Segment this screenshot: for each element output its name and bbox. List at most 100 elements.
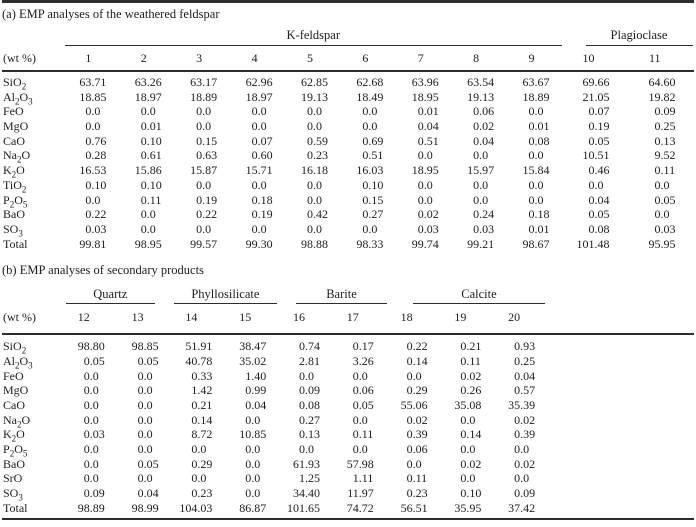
fraction-part: .0: [312, 119, 322, 134]
fraction-part: .97: [358, 486, 374, 501]
fraction-part: .21: [197, 398, 213, 412]
value-cell: 62.68: [341, 75, 396, 90]
value-cell: 0.69: [341, 134, 396, 149]
fraction-part: .13: [304, 427, 320, 442]
fraction-part: .68: [368, 75, 384, 89]
fraction-part: .88: [312, 236, 328, 251]
integer-part: 0: [473, 221, 480, 236]
fraction-part: .0: [534, 177, 544, 192]
integer-part: 0: [245, 442, 252, 457]
fraction-part: .0: [202, 104, 212, 119]
integer-part: 0: [251, 192, 258, 207]
integer-part: 35: [454, 398, 467, 412]
fraction-part: .99: [251, 383, 267, 398]
fraction-part: .0: [594, 177, 604, 192]
fraction-part: .60: [257, 148, 273, 163]
fraction-part: .0: [251, 456, 261, 471]
value-cell: 0.28: [64, 148, 119, 163]
column-number: 7: [396, 51, 451, 66]
value-cell: 0.0: [118, 427, 172, 442]
integer-part: 16: [300, 163, 313, 178]
column-number: 10: [563, 51, 629, 66]
fraction-part: .95: [423, 89, 439, 104]
fraction-part: .93: [520, 339, 536, 354]
integer-part: 0: [654, 207, 661, 222]
fraction-part: .19: [594, 119, 610, 134]
value-cell: 98.88: [286, 237, 341, 252]
value-cell: 0.0: [452, 148, 507, 163]
fraction-part: [313, 51, 329, 66]
integer-part: 56: [400, 500, 413, 515]
integer-part: 15: [245, 163, 258, 178]
fraction-part: .22: [91, 207, 107, 222]
fraction-part: .10: [466, 486, 482, 501]
fraction-part: .0: [146, 221, 156, 236]
integer-part: 0: [406, 486, 413, 501]
fraction-part: .42: [520, 500, 536, 515]
value-cell: 0.39: [494, 427, 548, 442]
value-cell: 0.14: [172, 413, 226, 428]
integer-part: 98: [134, 236, 147, 251]
value-cell: 0.21: [441, 339, 495, 354]
fraction-part: [258, 51, 274, 66]
fraction-part: .82: [660, 89, 676, 104]
fraction-part: .0: [312, 192, 322, 207]
value-cell: 0.0: [64, 471, 118, 486]
value-cell: 0.0: [230, 178, 285, 193]
column-number: 5: [286, 51, 341, 66]
value-cell: 0.0: [64, 457, 118, 472]
integer-part: 0: [251, 221, 258, 236]
fraction-part: .89: [202, 89, 218, 104]
value-cell: 0.05: [118, 354, 172, 369]
fraction-part: .33: [368, 236, 384, 251]
integer-part: 0: [417, 148, 424, 163]
integer-part: 0: [140, 192, 147, 207]
integer-part: 98: [131, 500, 144, 515]
fraction-part: .0: [197, 442, 207, 457]
value-cell: 0.0: [507, 178, 562, 193]
value-cell: 0.0: [441, 442, 495, 457]
value-cell: 55.06: [387, 398, 441, 413]
integer-part: 62: [356, 75, 369, 89]
value-cell: 0.05: [563, 134, 629, 149]
row-label: MgO: [3, 119, 29, 134]
column-group-3: Calcite: [412, 287, 546, 305]
fraction-part: .0: [466, 471, 476, 486]
value-cell: 0.11: [387, 471, 441, 486]
value-cell: 0.02: [494, 413, 548, 428]
integer-part: 0: [306, 177, 313, 192]
value-cell: 15.84: [507, 163, 562, 178]
integer-part: 99: [190, 236, 203, 251]
fraction-part: .27: [368, 207, 384, 222]
value-cell: 62.85: [286, 75, 341, 90]
integer-part: 0: [245, 456, 252, 471]
value-cell: 99.74: [396, 237, 451, 252]
value-cell: 0.59: [286, 134, 341, 149]
fraction-part: .39: [520, 398, 536, 412]
integer-part: 0: [140, 221, 147, 236]
fraction-part: .81: [304, 353, 320, 368]
fraction-part: .0: [412, 456, 422, 471]
fraction-part: [479, 51, 495, 66]
column-number: 18: [387, 310, 441, 325]
integer-part: 0: [406, 339, 413, 354]
integer-part: 0: [514, 456, 521, 471]
value-cell: 0.0: [387, 369, 441, 384]
integer-part: 0: [196, 192, 203, 207]
fraction-part: .0: [202, 221, 212, 236]
integer-part: 0: [417, 192, 424, 207]
value-cell: 18.49: [341, 90, 396, 105]
value-cell: 0.0: [118, 369, 172, 384]
integer-part: 0: [251, 207, 258, 222]
fraction-part: .03: [91, 221, 107, 236]
fraction-part: .85: [312, 75, 328, 89]
integer-part: 0: [191, 368, 198, 383]
value-cell: 0.27: [279, 413, 333, 428]
row-label: Total: [3, 500, 28, 515]
integer-part: 0: [245, 398, 252, 412]
fraction-part: .61: [146, 148, 162, 163]
value-cell: 86.87: [225, 501, 279, 516]
integer-part: 95: [648, 236, 661, 251]
fraction-part: .47: [251, 339, 267, 354]
integer-part: 0: [654, 192, 661, 207]
